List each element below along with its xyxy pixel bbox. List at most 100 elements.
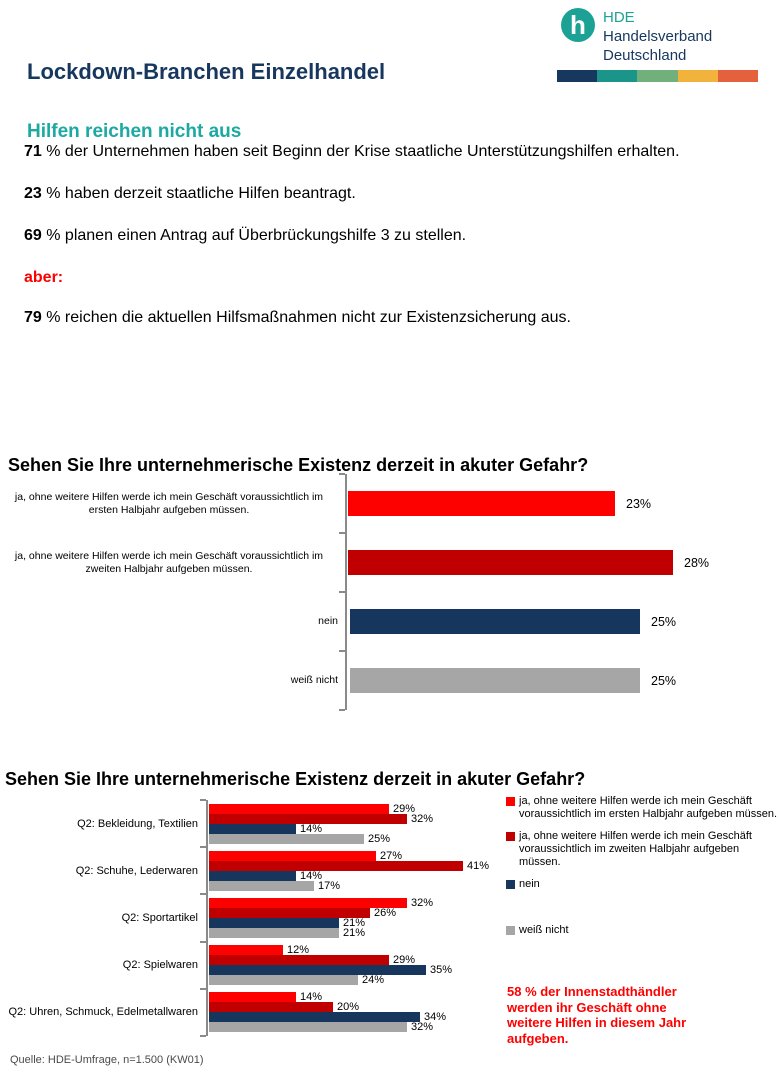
legend-item: ja, ohne weitere Hilfen werde ich mein G…: [506, 830, 778, 869]
chart2-bar-row: 35%: [209, 964, 453, 977]
chart2-bar-row: 32%: [209, 896, 434, 909]
logo-colorbar-segment: [597, 70, 638, 82]
chart2-value-label: 35%: [430, 964, 453, 977]
legend-label: weiß nicht: [519, 924, 569, 936]
legend-item: ja, ohne weitere Hilfen werde ich mein G…: [506, 795, 778, 821]
stat-number: 69: [24, 227, 42, 244]
chart2-bar: [209, 850, 376, 861]
chart1-axis: [345, 474, 347, 710]
logo-colorbar-segment: [717, 70, 759, 82]
chart1-bar: [348, 550, 673, 575]
chart2-bar-stack: 14% 20% 34% 32%: [209, 992, 447, 1033]
chart2-axis-tick: [200, 988, 206, 990]
chart2-bar: [209, 907, 370, 918]
chart2-value-label: 14%: [300, 822, 323, 835]
chart2-value-label: 34%: [424, 1011, 447, 1024]
chart2-category-label: Q2: Schuhe, Lederwaren: [75, 864, 198, 877]
legend-swatch: [506, 832, 515, 841]
chart2-value-label: 24%: [362, 974, 385, 987]
chart1-axis-tick: [339, 473, 345, 475]
chart2-plot: Q2: Bekleidung, Textilien 29% 32% 14% 25% Q2:…: [0, 800, 505, 1036]
chart2-bar: [209, 870, 296, 881]
chart1-axis-tick: [339, 709, 345, 711]
chart2-group: Q2: Bekleidung, Textilien 29% 32% 14% 25%: [0, 800, 505, 847]
chart2-bar-row: 21%: [209, 926, 433, 939]
page-title: Lockdown-Branchen Einzelhandel: [27, 58, 386, 84]
chart1-value-label: 25%: [651, 673, 677, 688]
highlight-note: 58 % der Innenstadthändler werden ihr Ges…: [507, 984, 722, 1046]
chart1-axis-tick: [339, 650, 345, 652]
chart2-bar: [209, 927, 339, 938]
legend-label: nein: [519, 878, 540, 890]
hde-logo: h HDE Handelsverband Deutschland: [557, 8, 759, 82]
logo-colorbar-segment: [557, 70, 598, 82]
chart2-axis: [206, 800, 208, 1036]
stat-text: % haben derzeit staatliche Hilfen beantr…: [46, 185, 356, 202]
chart2-title: Sehen Sie Ihre unternehmerische Existenz…: [5, 769, 586, 789]
chart2-bar-row: 32%: [209, 1022, 446, 1033]
chart2-group: Q2: Sportartikel 32% 26% 21% 21%: [0, 894, 505, 941]
chart2-bar-row: 20%: [209, 1001, 446, 1014]
chart2-bar: [209, 833, 364, 844]
chart2-bar: [209, 860, 463, 871]
logo-colorbar-segment: [637, 70, 678, 82]
chart2-group: Q2: Uhren, Schmuck, Edelmetallwaren 14% 20…: [0, 989, 505, 1036]
chart1-row: nein 25%: [0, 592, 782, 651]
intro-stats: 71 % der Unternehmen haben seit Beginn d…: [24, 142, 772, 350]
chart2-bar-row: 14%: [209, 992, 446, 1003]
legend-swatch: [506, 926, 515, 935]
chart2-value-label: 21%: [343, 916, 366, 929]
chart1-bar-wrap: 28%: [348, 550, 709, 575]
chart1-category-label: weiß nicht: [290, 674, 338, 686]
chart2-value-label: 32%: [411, 812, 434, 825]
chart2-bar-row: 32%: [209, 812, 434, 825]
chart2-bar-row: 34%: [209, 1011, 447, 1024]
chart2-value-label: 25%: [368, 832, 391, 845]
hde-logo-name-line2: Deutschland: [603, 47, 687, 64]
chart2-bar-row: 24%: [209, 974, 452, 987]
chart2-category-label: Q2: Uhren, Schmuck, Edelmetallwaren: [8, 1006, 198, 1019]
chart2-bar-row: 29%: [209, 802, 433, 815]
chart2-value-label: 12%: [287, 944, 310, 957]
chart2-bar: [209, 897, 407, 908]
section-heading: Hilfen reichen nicht aus: [27, 120, 242, 142]
chart2-group: Q2: Schuhe, Lederwaren 27% 41% 14% 17%: [0, 847, 505, 894]
note-line: werden ihr Geschäft ohne: [507, 999, 667, 1015]
hde-logo-name-line1: Handelsverband: [603, 28, 713, 45]
chart2-category-label: Q2: Spielwaren: [122, 959, 198, 972]
chart1-bar: [350, 668, 640, 693]
legend-swatch: [506, 797, 515, 806]
chart2-bar: [209, 955, 389, 966]
chart2-value-label: 21%: [343, 926, 366, 939]
legend-label: ja, ohne weitere Hilfen werde ich mein G…: [519, 795, 778, 820]
chart2-group: Q2: Spielwaren 12% 29% 35% 24%: [0, 942, 505, 989]
chart2-value-label: 41%: [467, 859, 490, 872]
stat-text: % planen einen Antrag auf Überbrückungsh…: [46, 227, 467, 244]
chart2-bar-row: 17%: [209, 879, 489, 892]
logo-colorbar: [557, 70, 759, 82]
chart2-value-label: 17%: [318, 879, 341, 892]
chart1-category-label: ja, ohne weitere Hilfen werde ich mein G…: [14, 549, 324, 575]
chart2-axis-tick: [200, 799, 206, 801]
stat-number: 79: [24, 309, 42, 326]
chart2-bar: [209, 880, 314, 891]
note-line: weitere Hilfen in diesem Jahr: [507, 1015, 687, 1030]
stat-text: % der Unternehmen haben seit Beginn der …: [46, 143, 680, 160]
stat-line: 79 % reichen die aktuellen Hilfsmaßnahme…: [24, 308, 772, 327]
chart2-bar: [209, 917, 339, 928]
chart2-value-label: 20%: [337, 1001, 360, 1014]
chart2-value-label: 29%: [393, 802, 416, 815]
chart1-row: ja, ohne weitere Hilfen werde ich mein G…: [0, 474, 782, 533]
chart2-bar-row: 26%: [209, 907, 433, 918]
chart2-bar-row: 21%: [209, 916, 433, 929]
chart1-bar-wrap: 23%: [348, 491, 651, 516]
chart2-bar: [209, 1002, 333, 1013]
stat-number: 23: [24, 185, 42, 202]
chart1-value-label: 23%: [626, 496, 652, 511]
hde-logo-acronym: HDE: [603, 9, 635, 26]
chart2-bar: [209, 975, 358, 986]
chart2-value-label: 32%: [411, 896, 434, 909]
chart2-bar-row: 14%: [209, 870, 489, 881]
stat-conjunction: aber:: [24, 269, 64, 286]
